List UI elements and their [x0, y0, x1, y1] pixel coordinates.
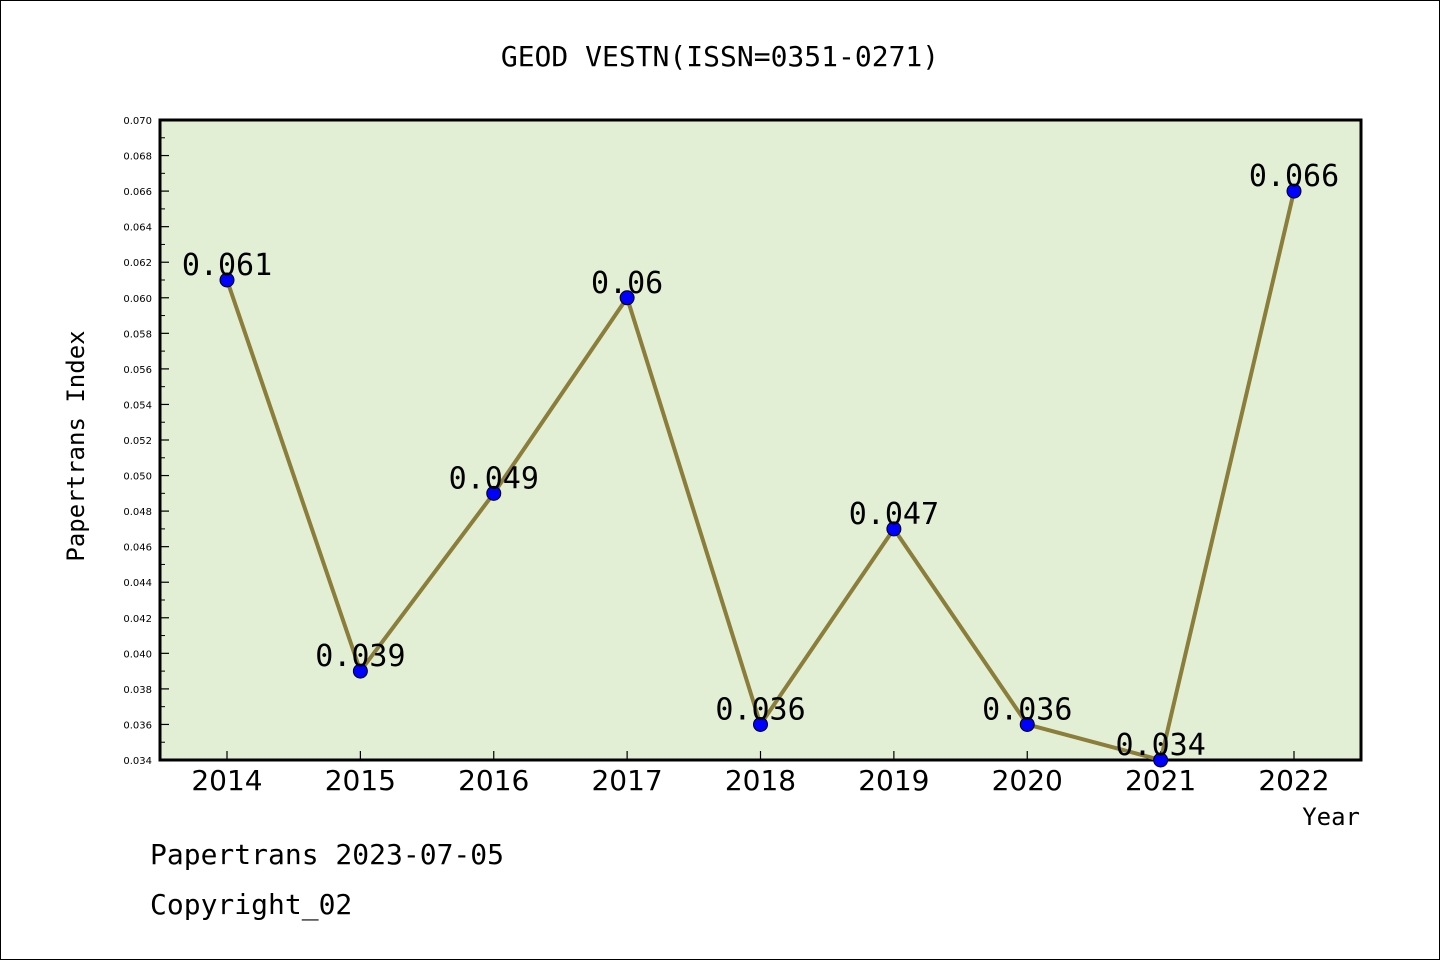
- data-label: 0.049: [449, 461, 539, 496]
- y-tick-label: 0.050: [123, 472, 152, 483]
- y-axis-label: Papertrans Index: [62, 330, 90, 561]
- y-tick-label: 0.058: [123, 329, 152, 340]
- data-label: 0.06: [591, 266, 663, 301]
- y-tick-label: 0.070: [123, 116, 152, 127]
- data-point: [352, 663, 368, 679]
- x-tick-label: 2019: [858, 764, 929, 797]
- x-tick-label: 2014: [191, 764, 262, 797]
- data-label: 0.061: [182, 248, 272, 283]
- data-label: 0.039: [315, 639, 405, 674]
- x-tick-label: 2021: [1125, 764, 1196, 797]
- y-tick-label: 0.044: [123, 578, 152, 589]
- footer-date: Papertrans 2023-07-05: [150, 838, 504, 871]
- data-label: 0.036: [715, 692, 805, 727]
- x-tick-label: 2017: [591, 764, 662, 797]
- chart-title: GEOD VESTN(ISSN=0351-0271): [501, 40, 939, 73]
- y-tick-label: 0.062: [123, 258, 152, 269]
- data-label: 0.047: [849, 497, 939, 532]
- x-tick-label: 2018: [725, 764, 796, 797]
- x-axis-label: Year: [1302, 803, 1360, 831]
- y-tick-label: 0.038: [123, 685, 152, 696]
- data-point: [886, 521, 902, 537]
- y-tick-label: 0.064: [123, 223, 152, 234]
- footer-copyright: Copyright_02: [150, 888, 352, 922]
- data-label: 0.034: [1115, 728, 1205, 763]
- y-tick-label: 0.048: [123, 507, 152, 518]
- x-axis: 2014 2015 2016 2017 2018 2019 2020 2021 2022: [191, 751, 1330, 797]
- y-tick-label: 0.052: [123, 436, 152, 447]
- data-point: [486, 485, 502, 501]
- data-label: 0.036: [982, 692, 1072, 727]
- y-tick-label: 0.056: [123, 365, 152, 376]
- y-tick-label: 0.066: [123, 187, 152, 198]
- data-labels: 0.061 0.039 0.049 0.06 0.036 0.047 0.036 0.034 0…: [182, 159, 1339, 763]
- y-tick-label: 0.042: [123, 614, 152, 625]
- y-tick-label: 0.046: [123, 543, 152, 554]
- y-axis: 0.034 0.036 0.038 0.040 0.042 0.044 0.046 0.048…: [123, 116, 169, 767]
- x-tick-label: 2015: [325, 764, 396, 797]
- x-tick-label: 2022: [1258, 764, 1329, 797]
- data-point: [753, 716, 768, 732]
- x-tick-label: 2020: [992, 764, 1063, 797]
- data-point: [1153, 752, 1169, 768]
- y-tick-label: 0.040: [123, 649, 152, 660]
- y-tick-label: 0.068: [123, 152, 152, 163]
- data-point: [619, 290, 635, 306]
- data-point: [1019, 716, 1035, 732]
- data-point: [1286, 183, 1302, 199]
- plot-area: [158, 118, 1363, 762]
- y-tick-label: 0.060: [123, 294, 152, 305]
- data-label: 0.066: [1249, 159, 1339, 194]
- data-point: [219, 272, 235, 288]
- y-tick-label: 0.054: [123, 400, 152, 411]
- x-tick-label: 2016: [458, 764, 529, 797]
- y-tick-label: 0.034: [123, 756, 152, 767]
- series-line: [219, 183, 1302, 768]
- y-tick-label: 0.036: [123, 720, 152, 731]
